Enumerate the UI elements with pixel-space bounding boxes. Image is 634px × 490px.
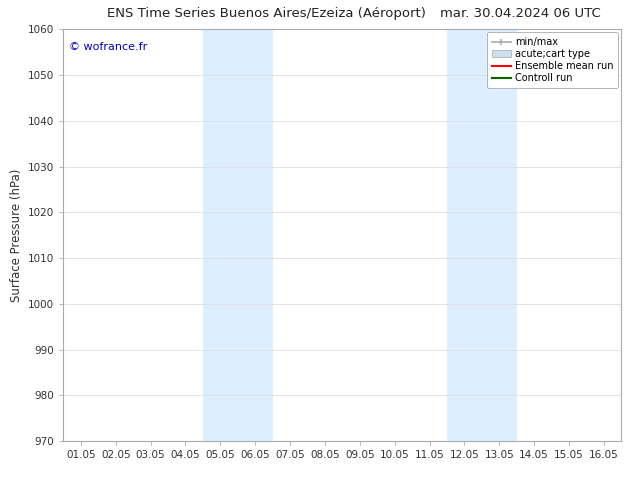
Y-axis label: Surface Pressure (hPa): Surface Pressure (hPa)	[10, 169, 23, 302]
Text: © wofrance.fr: © wofrance.fr	[69, 42, 147, 52]
Bar	[447, 29, 517, 441]
Legend: min/max, acute;cart type, Ensemble mean run, Controll run: min/max, acute;cart type, Ensemble mean …	[487, 32, 618, 88]
Text: ENS Time Series Buenos Aires/Ezeiza (Aéroport): ENS Time Series Buenos Aires/Ezeiza (Aér…	[107, 7, 425, 21]
Bar	[203, 29, 273, 441]
Text: mar. 30.04.2024 06 UTC: mar. 30.04.2024 06 UTC	[439, 7, 600, 21]
